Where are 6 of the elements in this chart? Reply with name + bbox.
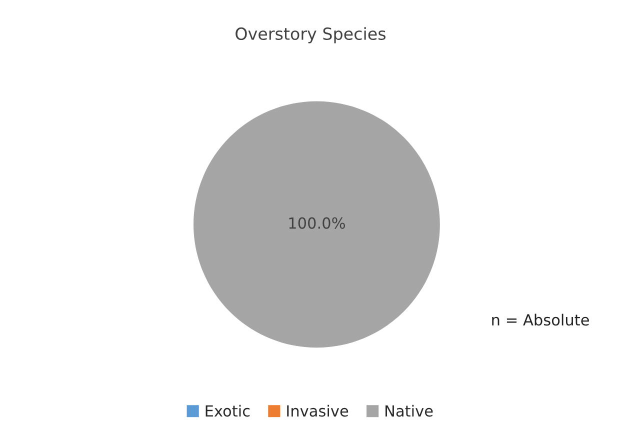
legend-label: Native xyxy=(386,404,433,417)
legend-label: Exotic xyxy=(206,404,250,417)
chart-title: Overstory Species xyxy=(236,27,386,44)
text: n = Absolute xyxy=(492,314,589,326)
data-label: 100.0% xyxy=(289,217,345,229)
legend-label: Invasive xyxy=(287,404,348,417)
